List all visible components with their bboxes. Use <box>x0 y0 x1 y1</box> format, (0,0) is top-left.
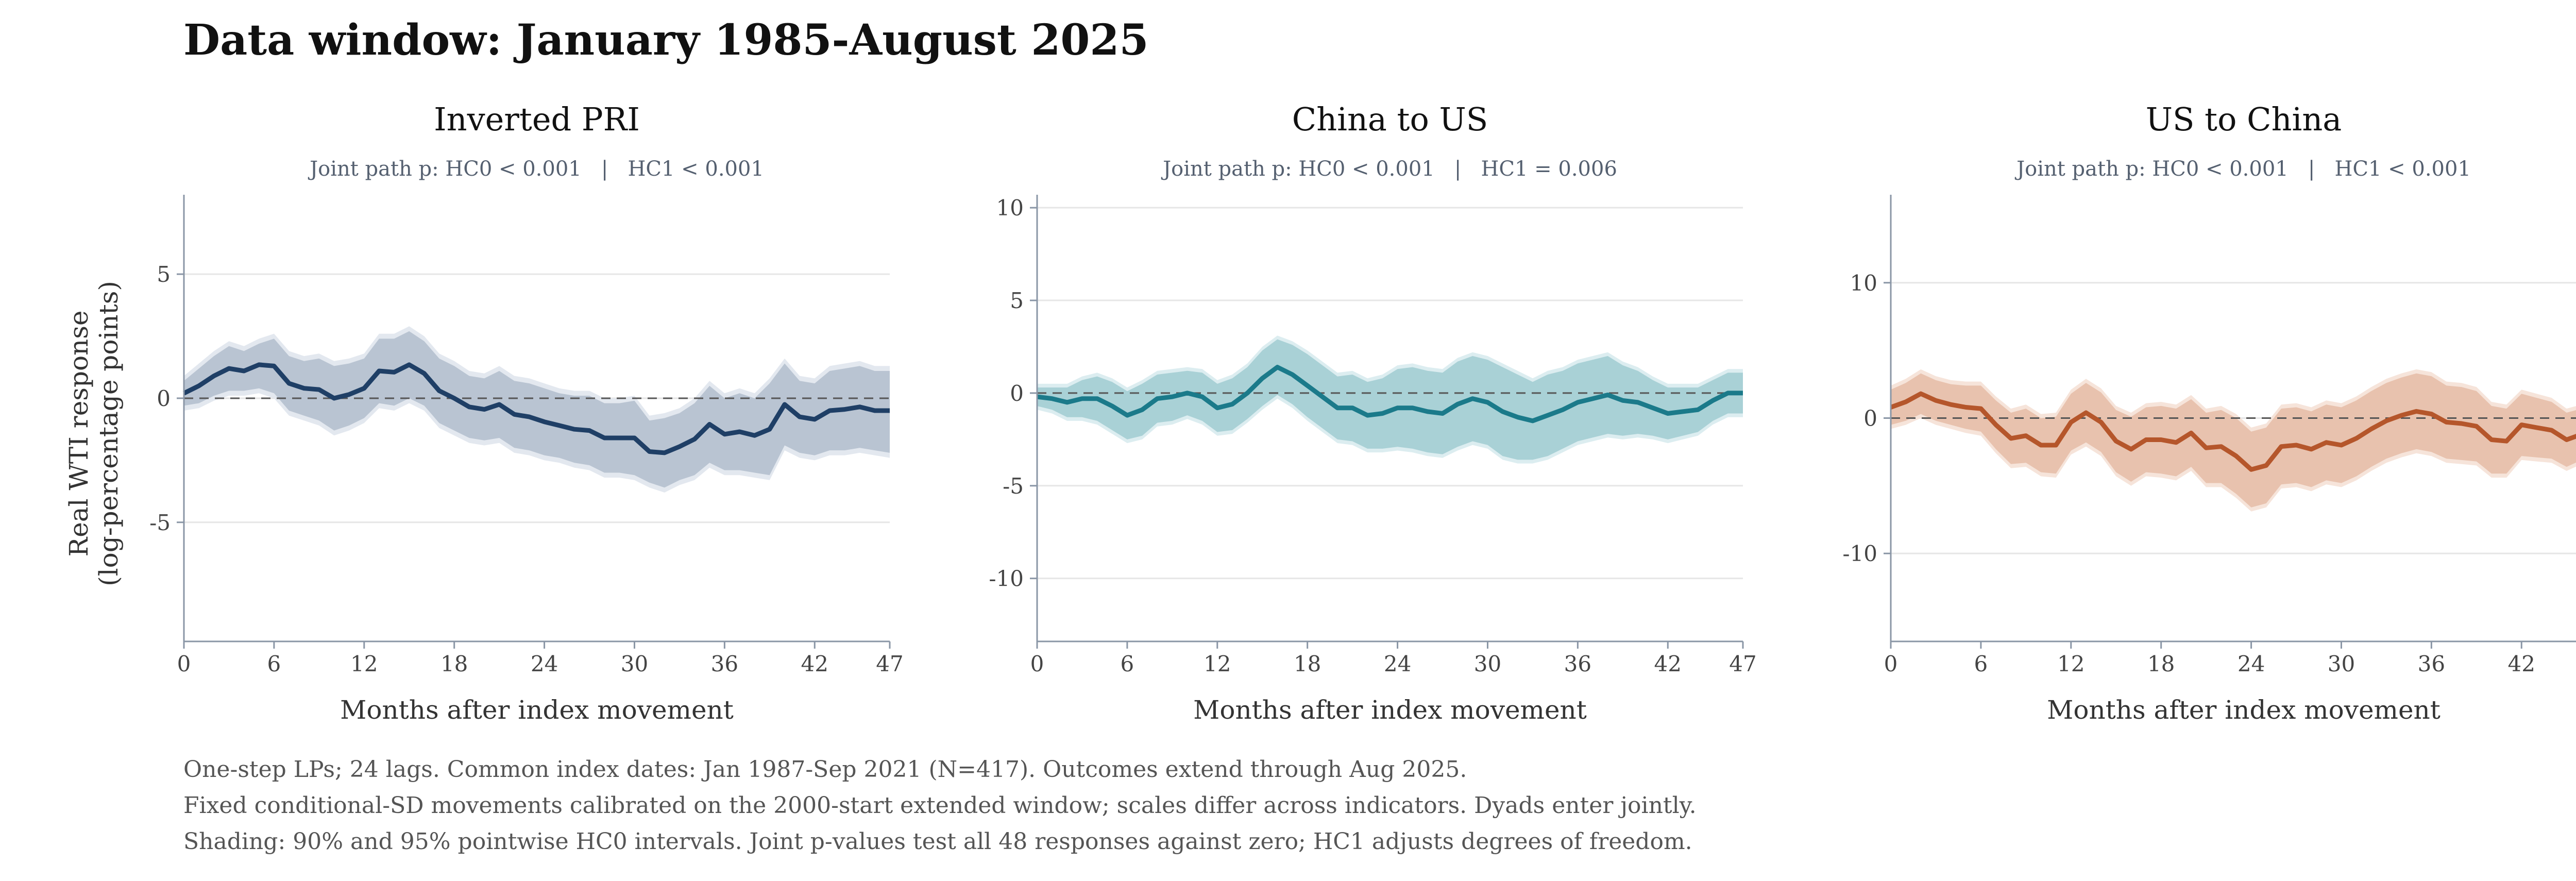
panel-2: 0 6 12 18 24 30 36 42 47 10 5 0 -5 -10 China to US Join… <box>989 100 1756 725</box>
y-tick-label: 0 <box>1010 381 1024 406</box>
x-tick-label: 42 <box>2508 651 2535 676</box>
band-90-interval <box>184 331 890 488</box>
panel-subtitle: Joint path p: HC0 < 0.001 | HC1 = 0.006 <box>1161 157 1617 181</box>
y-tick-label: 5 <box>1010 288 1024 313</box>
x-tick-label: 47 <box>876 651 903 676</box>
x-tick-label: 24 <box>1384 651 1411 676</box>
x-axis-label: Months after index movement <box>1193 695 1587 725</box>
y-axis-label: Real WTI response(log-percentage points) <box>64 281 124 586</box>
x-tick-label: 24 <box>531 651 558 676</box>
panel-subtitle: Joint path p: HC0 < 0.001 | HC1 < 0.001 <box>2014 157 2471 181</box>
x-tick-label: 12 <box>1204 651 1231 676</box>
x-axis-label: Months after index movement <box>340 695 734 725</box>
y-tick-label: 5 <box>157 262 171 287</box>
x-tick-label: 18 <box>1294 651 1321 676</box>
panel-title: China to US <box>1292 100 1488 138</box>
x-tick-label: 6 <box>267 651 281 676</box>
x-tick-label: 24 <box>2238 651 2265 676</box>
x-tick-label: 12 <box>2057 651 2084 676</box>
figure-canvas: 0 6 12 18 24 30 36 42 47 5 0 -5 Inverted PRI Joint pa… <box>64 100 2576 725</box>
x-axis-label: Months after index movement <box>2047 695 2441 725</box>
y-tick-label: -5 <box>1003 473 1024 499</box>
x-tick-label: 18 <box>2147 651 2175 676</box>
band-90-interval <box>1037 339 1743 460</box>
x-tick-label: 36 <box>2418 651 2445 676</box>
x-tick-label: 30 <box>2328 651 2355 676</box>
x-tick-label: 12 <box>350 651 378 676</box>
x-tick-label: 6 <box>1974 651 1988 676</box>
y-tick-label: -5 <box>149 510 171 535</box>
y-tick-label: -10 <box>989 566 1024 591</box>
x-tick-label: 30 <box>1474 651 1501 676</box>
panel-1: 0 6 12 18 24 30 36 42 47 5 0 -5 Inverted PRI Joint pa… <box>64 100 904 725</box>
panel-title: US to China <box>2146 100 2342 138</box>
estimate-line <box>183 362 890 455</box>
figure-title: Data window: January 1985-August 2025 <box>183 15 1149 65</box>
x-tick-label: 18 <box>440 651 468 676</box>
estimate-line <box>1890 391 2576 472</box>
y-tick-label: 0 <box>1863 406 1877 431</box>
x-tick-label: 47 <box>1729 651 1756 676</box>
band-90-interval <box>1891 373 2576 507</box>
x-tick-label: 36 <box>711 651 738 676</box>
x-tick-label: 0 <box>1884 651 1898 676</box>
x-tick-label: 30 <box>621 651 648 676</box>
x-tick-label: 42 <box>1654 651 1682 676</box>
y-tick-label: 0 <box>157 386 171 411</box>
x-tick-label: 36 <box>1564 651 1591 676</box>
panel-subtitle: Joint path p: HC0 < 0.001 | HC1 < 0.001 <box>308 157 764 181</box>
x-tick-label: 42 <box>801 651 828 676</box>
x-tick-label: 0 <box>1030 651 1044 676</box>
y-tick-label: -10 <box>1842 541 1877 566</box>
footnote-2: Fixed conditional-SD movements calibrate… <box>183 792 1697 819</box>
y-tick-label: 10 <box>1850 270 1877 296</box>
panel-title: Inverted PRI <box>434 100 640 138</box>
y-tick-label: 10 <box>996 195 1024 221</box>
footnote-1: One-step LPs; 24 lags. Common index date… <box>183 756 1467 783</box>
footnote-3: Shading: 90% and 95% pointwise HC0 inter… <box>183 828 1692 855</box>
x-tick-label: 0 <box>177 651 191 676</box>
x-tick-label: 6 <box>1121 651 1134 676</box>
estimate-line <box>1037 365 1743 423</box>
